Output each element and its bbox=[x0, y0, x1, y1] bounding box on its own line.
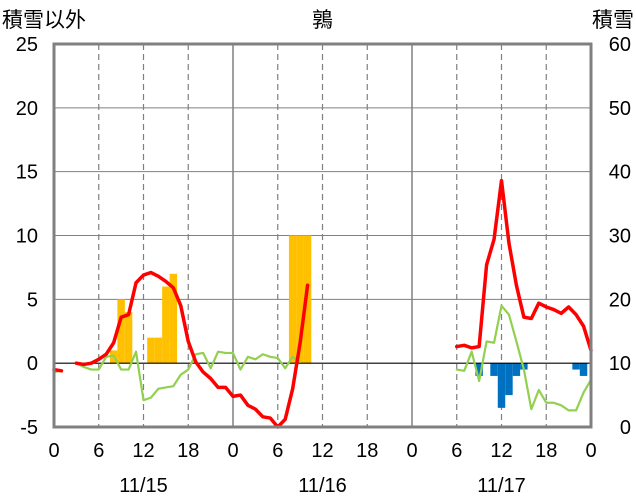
x-tick-label: 18 bbox=[535, 440, 557, 462]
right-tick-label: 0 bbox=[620, 417, 631, 439]
x-tick-label: 18 bbox=[177, 440, 199, 462]
left-tick-label: 10 bbox=[16, 226, 38, 248]
right-axis-ticks: 60 50 40 30 20 10 0 bbox=[609, 34, 631, 439]
bars bbox=[109, 235, 588, 408]
x-tick-label: 0 bbox=[406, 440, 417, 462]
left-axis-label: 積雪以外 bbox=[2, 9, 86, 32]
left-tick-label: 25 bbox=[16, 34, 38, 56]
bar bbox=[579, 363, 588, 376]
x-tick-label: 6 bbox=[272, 440, 283, 462]
left-tick-label: 15 bbox=[16, 162, 38, 184]
right-tick-label: 20 bbox=[609, 289, 631, 311]
bar bbox=[296, 235, 304, 364]
grid bbox=[54, 43, 591, 427]
temperature-line bbox=[455, 178, 593, 353]
date-labels: 11/15 11/16 11/17 bbox=[119, 475, 526, 497]
date-label: 11/15 bbox=[119, 475, 168, 497]
x-tick-label: 6 bbox=[451, 440, 462, 462]
right-tick-label: 50 bbox=[609, 98, 631, 120]
bar bbox=[147, 337, 155, 364]
right-tick-label: 30 bbox=[609, 226, 631, 248]
x-axis-ticks: 0 6 12 18 0 6 12 18 0 6 12 18 0 bbox=[48, 440, 596, 462]
bar bbox=[162, 286, 170, 364]
left-tick-label: 0 bbox=[27, 353, 38, 375]
bar bbox=[497, 363, 506, 408]
x-tick-label: 0 bbox=[227, 440, 238, 462]
bar bbox=[288, 235, 297, 364]
secondary-line bbox=[75, 350, 302, 402]
bar bbox=[117, 299, 125, 364]
x-tick-label: 6 bbox=[93, 440, 104, 462]
left-tick-label: 5 bbox=[27, 289, 38, 311]
bar bbox=[124, 312, 133, 364]
right-axis-label: 積雪 bbox=[592, 9, 634, 32]
bar bbox=[169, 273, 178, 364]
bar bbox=[303, 235, 312, 364]
right-tick-label: 40 bbox=[609, 162, 631, 184]
left-tick-label: -5 bbox=[20, 417, 38, 439]
bar bbox=[154, 337, 163, 364]
left-tick-label: 20 bbox=[16, 98, 38, 120]
bar bbox=[512, 363, 521, 376]
x-tick-label: 18 bbox=[356, 440, 378, 462]
x-tick-label: 0 bbox=[585, 440, 596, 462]
plot-frame bbox=[52, 42, 593, 429]
right-tick-label: 10 bbox=[609, 353, 631, 375]
temperature-line bbox=[74, 270, 310, 429]
bar bbox=[475, 363, 483, 376]
bar bbox=[505, 363, 513, 396]
date-label: 11/17 bbox=[477, 475, 526, 497]
x-tick-label: 12 bbox=[132, 440, 154, 462]
x-tick-label: 12 bbox=[311, 440, 333, 462]
right-tick-label: 60 bbox=[609, 34, 631, 56]
left-axis-ticks: 25 20 15 10 5 0 -5 bbox=[16, 34, 38, 439]
bar bbox=[572, 363, 580, 370]
bar bbox=[490, 363, 498, 376]
secondary-line bbox=[455, 304, 593, 412]
date-label: 11/16 bbox=[298, 475, 347, 497]
x-tick-label: 0 bbox=[48, 440, 59, 462]
chart-title: 鶉 bbox=[312, 9, 333, 32]
x-tick-label: 12 bbox=[490, 440, 512, 462]
